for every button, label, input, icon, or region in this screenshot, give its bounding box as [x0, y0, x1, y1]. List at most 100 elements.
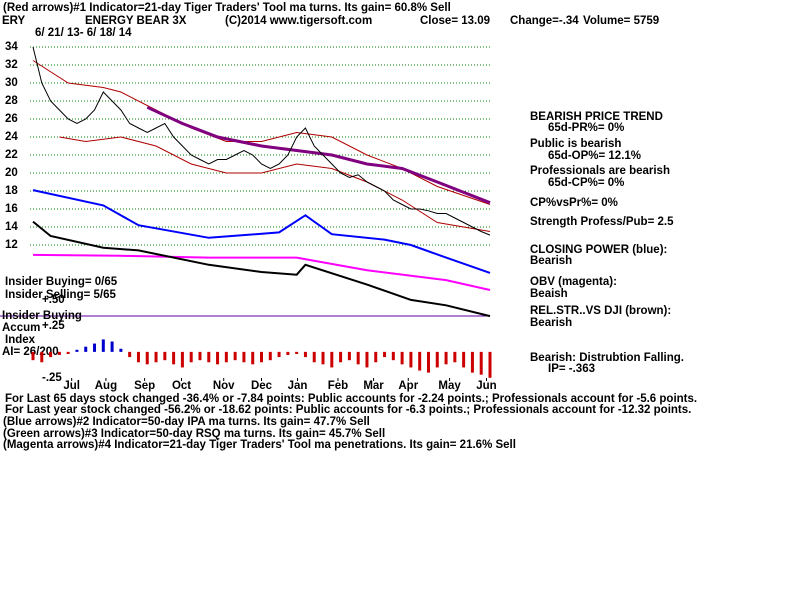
status-text: IP= -.363: [548, 363, 595, 375]
accum-bar: [31, 351, 35, 361]
y-tick-label: 16: [5, 203, 18, 215]
accum-bar: [207, 351, 211, 363]
accum-bar: [66, 351, 70, 354]
status-text: Bearish: [530, 317, 572, 329]
insider-text: Insider Selling= 5/65: [5, 289, 116, 301]
accum-bar: [172, 351, 176, 365]
footer-text: For Last year stock changed -56.2% or -1…: [5, 404, 691, 416]
status-text: CP%vsPr%= 0%: [530, 197, 618, 209]
accum-bar: [277, 351, 281, 358]
accum-bar: [136, 351, 140, 363]
y-tick-label: 26: [5, 113, 18, 125]
y-tick-label: 34: [5, 41, 18, 53]
y-tick-label: 12: [5, 239, 18, 251]
insider-text: AI= 26/200: [2, 346, 59, 358]
symbol: ERY: [2, 15, 26, 27]
series-line: [32, 220, 491, 318]
status-text: REL.STR..VS DJI (brown):: [530, 305, 671, 317]
accum-bar: [453, 351, 457, 363]
x-tick-label: Jan: [288, 380, 308, 392]
y-tick-label: 18: [5, 185, 18, 197]
status-text: 65d-OP%= 12.1%: [548, 150, 641, 162]
accum-bar: [216, 351, 220, 365]
status-text: 65d-PR%= 0%: [548, 122, 624, 134]
status-text: Strength Profess/Pub= 2.5: [530, 216, 674, 228]
x-tick-label: Sep: [134, 380, 155, 392]
accum-bar: [462, 351, 466, 368]
accum-bar: [312, 351, 316, 363]
accum-bar: [444, 351, 448, 365]
accum-bar: [154, 351, 158, 363]
insider-text: Accum: [2, 322, 40, 334]
accum-bar: [418, 351, 422, 371]
y-tick-label: 28: [5, 95, 18, 107]
accum-bar: [198, 351, 202, 361]
status-text: OBV (magenta):: [530, 276, 617, 288]
insider-text: Insider Buying= 0/65: [5, 276, 118, 288]
accum-bar: [93, 343, 97, 352]
series-line: [32, 46, 491, 236]
status-text: Public is bearish: [530, 138, 621, 150]
accum-bar: [435, 351, 439, 368]
accum-bar: [233, 351, 237, 361]
status-text: Bearish: [530, 255, 572, 267]
accum-bar: [128, 351, 132, 358]
series-line: [32, 253, 491, 291]
series-line: [146, 105, 491, 205]
y-tick-label: +.25: [42, 320, 65, 332]
accum-bar: [391, 351, 395, 361]
change: Change=-.34: [510, 15, 579, 27]
accum-bar: [101, 339, 105, 352]
status-text: Bearish: Distrubtion Falling.: [530, 352, 684, 364]
x-tick-label: Jul: [63, 380, 80, 392]
x-tick-label: Jun: [476, 380, 496, 392]
x-tick-label: Dec: [251, 380, 273, 392]
insider-text: Insider Buying: [2, 310, 82, 322]
accum-bar: [84, 346, 88, 352]
accum-bar: [49, 351, 53, 358]
accum-bar: [365, 351, 369, 368]
x-tick-label: Nov: [213, 380, 235, 392]
accum-bar: [339, 351, 343, 363]
accum-bar: [268, 351, 272, 361]
accum-bar: [400, 351, 404, 365]
accum-bar: [409, 351, 413, 368]
y-tick-label: 24: [5, 131, 18, 143]
x-tick-label: Oct: [172, 380, 191, 392]
status-text: Professionals are bearish: [530, 165, 670, 177]
accum-bar: [303, 351, 307, 358]
accum-bar: [251, 351, 255, 365]
y-tick-label: -.25: [42, 372, 62, 384]
accum-bar: [470, 351, 474, 373]
accum-bar: [224, 351, 228, 363]
y-tick-label: 14: [5, 221, 18, 233]
accum-bar: [110, 341, 114, 352]
y-tick-label: 22: [5, 149, 18, 161]
status-text: 65d-CP%= 0%: [548, 177, 624, 189]
accum-bar: [40, 351, 44, 363]
y-tick-label: 30: [5, 77, 18, 89]
accum-bar: [347, 351, 351, 361]
status-text: BEARISH PRICE TREND: [530, 111, 663, 123]
accum-bar: [260, 351, 263, 363]
accum-bar: [426, 351, 430, 373]
accum-bar: [189, 351, 193, 363]
x-tick-label: Aug: [95, 380, 117, 392]
date-range: 6/ 21/ 13- 6/ 18/ 14: [35, 27, 132, 39]
accum-bar: [374, 351, 378, 363]
accum-bar: [356, 351, 360, 365]
footer-text: (Blue arrows)#2 Indicator=50-day IPA ma …: [3, 416, 370, 428]
footer-text: (Green arrows)#3 Indicator=50-day RSQ ma…: [3, 428, 385, 440]
accum-bar: [383, 351, 387, 358]
accum-bar: [163, 351, 167, 361]
x-tick-label: Mar: [363, 380, 384, 392]
x-tick-label: May: [438, 380, 461, 392]
footer-text: (Magenta arrows)#4 Indicator=21-day Tige…: [3, 439, 516, 451]
stock-name: ENERGY BEAR 3X: [85, 15, 187, 27]
status-text: Beaish: [530, 288, 568, 300]
y-tick-label: 32: [5, 59, 18, 71]
y-tick-label: +.50: [42, 294, 65, 306]
accum-bar: [75, 349, 79, 352]
accum-bar: [479, 351, 483, 375]
